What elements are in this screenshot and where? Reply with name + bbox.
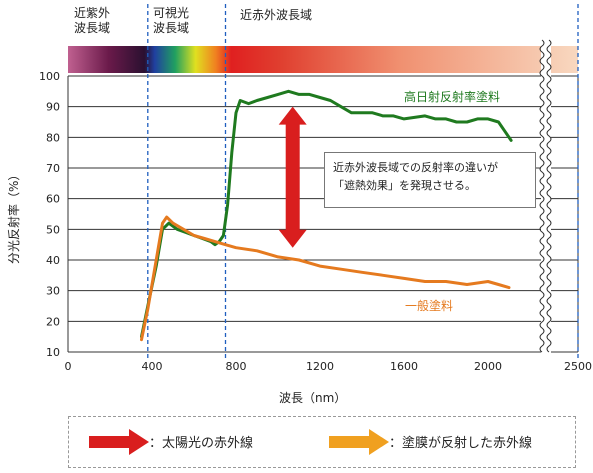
axis-break-line-1 [539,39,545,353]
tick-labels: 10 20 30 40 50 60 70 80 90 100 0 400 800 1200 1600 2000… [39,70,592,373]
x-tick-1600: 1600 [390,360,418,373]
y-tick-100: 100 [39,70,60,83]
legend-box: ：太陽光の赤外線 ：塗膜が反射した赤外線 [68,416,576,468]
annotation-line-1: 近赤外波長域での反射率の違いが [333,161,498,174]
y-tick-70: 70 [46,162,60,175]
legend-orange-label: ：塗膜が反射した赤外線 [389,436,533,451]
x-tick-400: 400 [142,360,163,373]
x-tick-2000: 2000 [474,360,502,373]
legend-red-label: ：太陽光の赤外線 [149,436,254,451]
annotation-box: 近赤外波長域での反射率の違いが 「遮熱効果」を発現させる。 [324,152,536,208]
y-tick-20: 20 [46,315,60,328]
legend-orange-arrow-icon [329,429,389,455]
annotation-line-2: 「遮熱効果」を発現させる。 [333,179,476,192]
y-tick-30: 30 [46,285,60,298]
series-label-general-paint: 一般塗料 [405,298,453,313]
y-tick-80: 80 [46,131,60,144]
region-label-visible: 可視光 波長域 [153,6,190,35]
reflectance-difference-arrow [278,106,307,248]
y-tick-40: 40 [46,254,60,267]
y-tick-10: 10 [46,346,60,359]
x-tick-800: 800 [226,360,247,373]
x-tick-1200: 1200 [306,360,334,373]
axis-break-line-2 [546,39,552,353]
series-group [140,89,513,342]
grid [67,75,579,353]
y-tick-90: 90 [46,101,60,114]
legend-red-arrow-icon [89,429,149,455]
y-tick-50: 50 [46,223,60,236]
y-axis-label: 分光反射率（%） [7,168,21,264]
series-line-0 [140,89,513,339]
region-label-near-ir: 近赤外波長域 [240,8,313,22]
double-arrow-shape [278,106,307,248]
x-tick-2500: 2500 [564,360,592,373]
axis-break-mark [539,39,552,354]
series-line-1 [140,215,511,342]
spectrum-bar [68,46,578,73]
y-tick-60: 60 [46,193,60,206]
region-label-near-uv: 近紫外 波長域 [74,6,111,35]
series-label-high-reflectance: 高日射反射率塗料 [404,89,500,104]
x-tick-0: 0 [65,360,72,373]
x-axis-label: 波長（nm） [279,391,347,405]
axis-break-gap [541,40,551,354]
